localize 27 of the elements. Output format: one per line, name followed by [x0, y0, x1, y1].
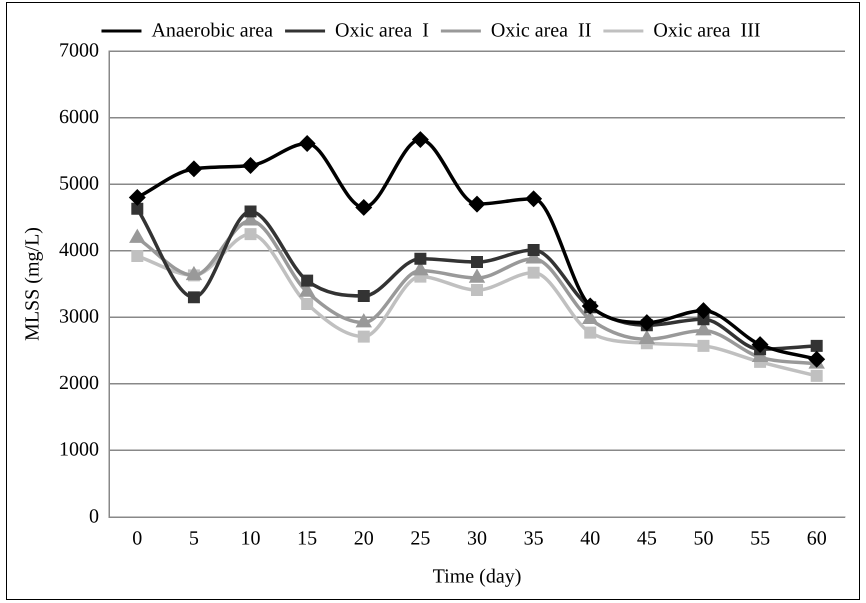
- x-tick-label: 35: [524, 527, 544, 550]
- legend-label: Oxic area I: [335, 19, 429, 42]
- y-tick-label: 0: [89, 505, 99, 528]
- y-tick-label: 7000: [59, 39, 99, 62]
- x-tick-label: 15: [297, 527, 318, 550]
- y-tick-label: 1000: [59, 438, 99, 461]
- x-tick-label: 45: [636, 527, 657, 550]
- x-tick-label: 60: [806, 527, 827, 550]
- x-tick-label: 55: [750, 527, 770, 550]
- y-tick-label: 4000: [59, 238, 99, 261]
- x-tick-label: 0: [132, 527, 142, 550]
- legend-label: Anaerobic area: [151, 19, 274, 42]
- x-tick-label: 5: [188, 527, 199, 550]
- x-tick-label: 25: [410, 527, 430, 550]
- y-tick-label: 5000: [59, 172, 99, 194]
- y-tick-label: 2000: [59, 372, 99, 394]
- y-axis-title: MLSS (mg/L): [21, 227, 44, 341]
- legend-label: Oxic area III: [653, 19, 761, 42]
- x-tick-label: 20: [354, 527, 374, 550]
- y-tick-label: 6000: [59, 106, 99, 128]
- x-tick-label: 50: [693, 527, 714, 550]
- x-tick-label: 10: [240, 527, 261, 550]
- x-tick-label: 40: [580, 527, 600, 550]
- y-tick-label: 3000: [59, 306, 99, 328]
- legend-label: Oxic area II: [490, 19, 592, 42]
- x-axis-title: Time (day): [432, 565, 522, 588]
- x-tick-label: 30: [467, 527, 487, 550]
